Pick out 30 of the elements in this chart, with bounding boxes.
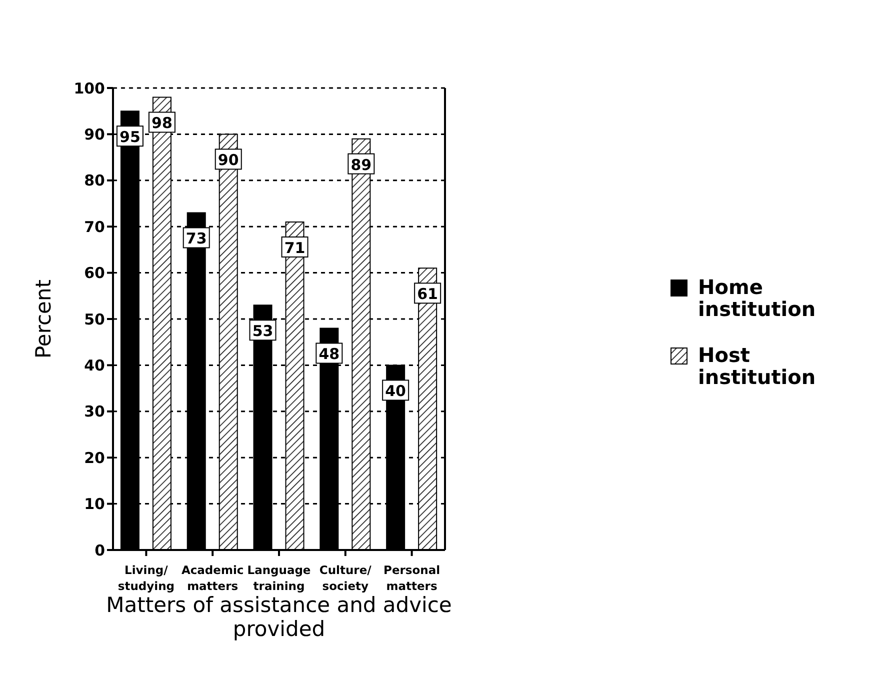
x-tick-label: Academic matters — [181, 563, 244, 593]
data-label: 71 — [284, 238, 306, 257]
data-label: 53 — [252, 322, 274, 340]
data-label: 89 — [350, 156, 372, 174]
y-tick-label: 80 — [84, 172, 105, 190]
y-tick-label: 30 — [84, 402, 105, 421]
data-label: 40 — [385, 382, 406, 400]
data-label: 98 — [152, 114, 172, 132]
x-tick-label: Language training — [247, 563, 311, 593]
y-tick-label: 90 — [84, 126, 105, 144]
data-label: 73 — [186, 230, 207, 248]
y-axis-title: Percent — [31, 279, 56, 359]
y-tick-label: 40 — [84, 356, 105, 375]
data-label: 61 — [417, 285, 438, 304]
y-tick-label: 70 — [84, 218, 105, 236]
y-tick-label: 100 — [74, 79, 105, 98]
y-tick-label: 20 — [84, 448, 105, 467]
y-tick-label: 0 — [94, 541, 105, 560]
data-label: 90 — [218, 151, 239, 170]
data-label: 95 — [120, 128, 140, 146]
x-axis-title: Matters of assistance and advice provided — [106, 593, 452, 641]
y-tick-label: 60 — [84, 264, 105, 282]
x-tick-label: Culture/ society — [319, 563, 372, 593]
legend-label: Home institution — [698, 275, 817, 321]
y-tick-label: 10 — [84, 495, 105, 514]
data-label: 48 — [318, 345, 340, 364]
x-tick-label: Living/ studying — [118, 563, 175, 593]
x-tick-label: Personal matters — [384, 563, 440, 593]
y-tick-label: 50 — [84, 310, 105, 328]
legend-label: Host institution — [698, 343, 817, 389]
